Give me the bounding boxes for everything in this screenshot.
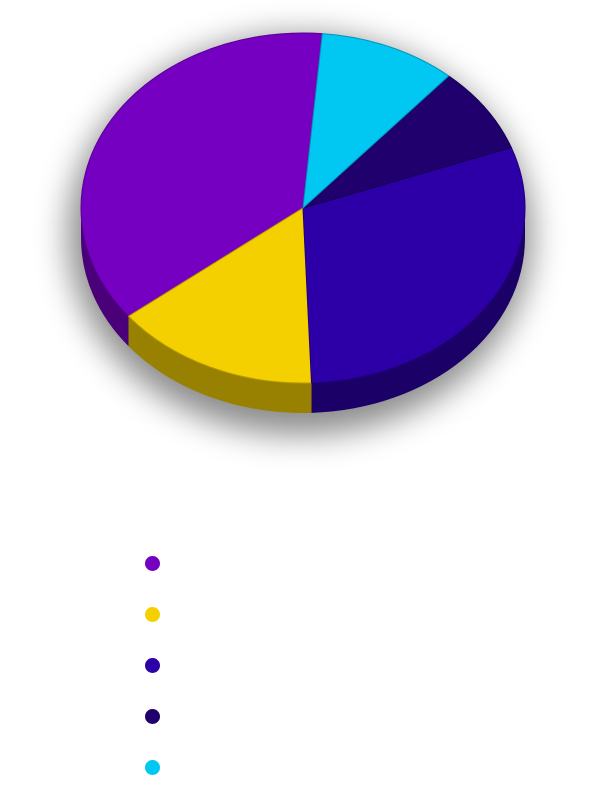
pie-slice-4[interactable] <box>302 75 513 209</box>
legend-item[interactable] <box>0 540 600 591</box>
legend-item[interactable] <box>0 693 600 744</box>
pie-slice-side-3 <box>311 208 525 413</box>
legend-item[interactable] <box>0 744 600 795</box>
pie-slice-1[interactable] <box>80 32 323 317</box>
legend-dot-icon <box>145 607 160 622</box>
legend-dot-icon <box>145 556 160 571</box>
legend <box>0 540 600 795</box>
legend-dot-icon <box>145 709 160 724</box>
pie-slice-3[interactable] <box>302 146 526 384</box>
pie-slice-side-1 <box>81 208 129 347</box>
pie-slice-2[interactable] <box>127 207 313 384</box>
legend-item[interactable] <box>0 642 600 693</box>
pie-chart-canvas <box>68 32 532 435</box>
legend-dot-icon <box>145 760 160 775</box>
legend-dot-icon <box>145 658 160 673</box>
pie-slice-side-2 <box>128 316 312 413</box>
pie-sides <box>81 208 525 413</box>
legend-item[interactable] <box>0 591 600 642</box>
pie-slice-5[interactable] <box>302 33 450 210</box>
pie-slices <box>80 32 526 384</box>
